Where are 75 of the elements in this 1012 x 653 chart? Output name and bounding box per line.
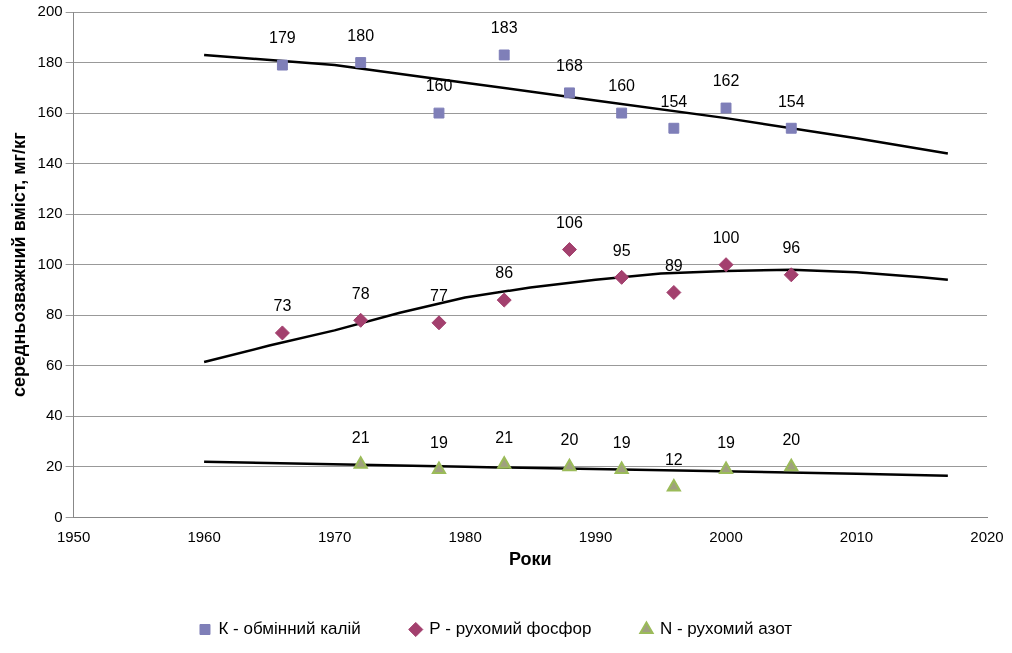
data-label: 180 bbox=[347, 26, 375, 44]
data-label: 179 bbox=[269, 29, 296, 47]
point bbox=[784, 458, 799, 472]
data-label: 89 bbox=[664, 256, 683, 274]
point bbox=[353, 456, 368, 469]
data-label: 21 bbox=[495, 428, 514, 446]
point bbox=[564, 87, 575, 99]
x-tick-label: 1960 bbox=[187, 527, 221, 545]
point bbox=[561, 242, 577, 258]
data-label: 106 bbox=[556, 213, 583, 231]
data-label: 73 bbox=[273, 297, 292, 315]
data-label: 78 bbox=[351, 284, 370, 302]
y-tick-label: 100 bbox=[37, 254, 63, 272]
point bbox=[718, 257, 734, 273]
data-label: 100 bbox=[712, 229, 740, 247]
data-label: 162 bbox=[712, 72, 740, 90]
point bbox=[616, 107, 628, 119]
point bbox=[274, 325, 290, 341]
legend-label: Р - рухомий фосфор bbox=[429, 619, 592, 639]
data-label: 183 bbox=[490, 19, 518, 37]
x-tick-label: 1950 bbox=[56, 527, 91, 545]
point bbox=[614, 269, 630, 285]
point bbox=[496, 292, 512, 308]
point bbox=[668, 122, 680, 134]
data-label: 19 bbox=[612, 433, 631, 451]
point bbox=[353, 312, 369, 328]
point bbox=[498, 49, 510, 61]
data-label: 20 bbox=[560, 431, 579, 449]
legend-label: N - рухомий азот bbox=[659, 619, 793, 639]
point bbox=[562, 458, 577, 472]
y-tick-label: 0 bbox=[54, 507, 63, 525]
x-tick-label: 2020 bbox=[970, 527, 1004, 545]
legend-label: К - обмінний калій bbox=[218, 619, 361, 639]
y-tick-label: 40 bbox=[45, 406, 63, 424]
y-tick-label: 180 bbox=[37, 52, 63, 70]
x-tick-label: 1980 bbox=[448, 527, 482, 545]
y-tick-label: 140 bbox=[37, 153, 63, 171]
y-tick-label: 160 bbox=[37, 103, 63, 121]
point bbox=[355, 57, 367, 68]
point bbox=[497, 456, 512, 469]
data-label: 95 bbox=[612, 241, 631, 259]
point bbox=[276, 59, 288, 71]
x-tick-label: 2010 bbox=[839, 527, 874, 545]
x-tick-label: 1990 bbox=[578, 527, 613, 545]
point bbox=[614, 461, 629, 474]
data-label: 96 bbox=[782, 239, 801, 257]
y-axis-title: середньозважний вміст, мг/кг bbox=[8, 131, 29, 398]
point bbox=[720, 102, 732, 114]
x-tick-label: 2000 bbox=[709, 527, 743, 545]
point bbox=[785, 122, 797, 134]
point bbox=[666, 285, 682, 300]
data-label: 154 bbox=[777, 92, 805, 110]
data-label: 12 bbox=[664, 451, 683, 469]
y-tick-label: 200 bbox=[37, 2, 63, 20]
data-label: 21 bbox=[351, 428, 370, 446]
data-label: 86 bbox=[495, 264, 514, 282]
data-label: 168 bbox=[556, 57, 583, 75]
point bbox=[433, 107, 445, 119]
x-tick-label: 1970 bbox=[317, 527, 352, 545]
data-label: 154 bbox=[660, 92, 688, 110]
data-label: 19 bbox=[717, 433, 736, 451]
y-tick-label: 80 bbox=[45, 305, 63, 323]
point bbox=[431, 315, 447, 331]
data-label: 19 bbox=[430, 433, 448, 451]
data-label: 77 bbox=[430, 287, 448, 305]
y-tick-label: 120 bbox=[37, 204, 63, 222]
point bbox=[666, 479, 681, 492]
point bbox=[718, 461, 734, 474]
point bbox=[431, 461, 447, 474]
data-label: 160 bbox=[608, 77, 636, 95]
y-tick-label: 20 bbox=[45, 457, 63, 474]
point bbox=[783, 267, 799, 283]
data-label: 20 bbox=[782, 431, 801, 449]
x-axis-title: Роки bbox=[508, 549, 552, 570]
y-tick-label: 60 bbox=[45, 355, 63, 373]
